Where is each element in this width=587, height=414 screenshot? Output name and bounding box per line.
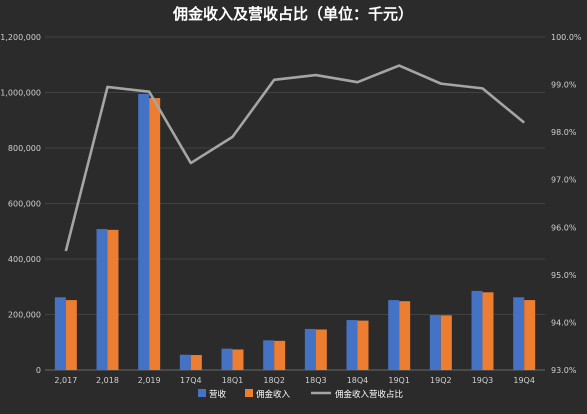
right-tick-label: 96.0% [551,223,577,232]
bar-revenue [430,315,441,370]
line-series [66,66,524,252]
bar-commission [274,341,285,370]
left-tick-label: 1,200,000 [0,33,41,42]
left-tick-label: 600,000 [8,200,41,209]
legend-swatch [198,389,206,397]
legend-label: 佣金收入 [256,389,291,400]
left-tick-label: 200,000 [8,311,41,320]
bar-revenue [347,320,358,370]
bar-commission [399,301,410,370]
bar-series [55,94,535,370]
bar-commission [233,349,244,370]
right-tick-label: 97.0% [551,176,577,185]
x-tick-label: 18Q1 [222,376,244,385]
x-tick-label: 19Q4 [513,376,535,385]
x-tick-label: 2,017 [54,376,77,385]
right-tick-label: 99.0% [551,81,577,90]
x-tick-label: 19Q2 [430,376,452,385]
ratio-line [66,66,524,252]
bar-revenue [472,291,483,370]
left-tick-label: 400,000 [8,255,41,264]
legend-swatch [245,389,253,397]
right-tick-label: 93.0% [551,366,577,375]
bar-revenue [97,229,108,370]
left-tick-label: 800,000 [8,144,41,153]
x-tick-label: 18Q3 [305,376,327,385]
x-tick-label: 19Q1 [388,376,410,385]
x-tick-label: 18Q4 [347,376,369,385]
left-axis: 0 200,000 400,000 600,000 800,000 1,000,000 1,… [0,33,41,375]
bar-revenue [180,355,191,370]
bar-revenue [263,340,274,370]
legend-label: 营收 [209,389,227,400]
bar-commission [483,292,494,370]
bar-revenue [305,329,316,370]
x-tick-label: 19Q3 [472,376,494,385]
bar-revenue [55,297,66,370]
legend: 营收 佣金收入 佣金收入营收占比 [198,389,403,400]
right-tick-label: 100.0% [551,33,582,42]
right-tick-label: 95.0% [551,271,577,280]
x-tick-label: 2,018 [96,376,119,385]
legend-label: 佣金收入营收占比 [335,389,403,400]
bar-commission [316,329,327,370]
bar-revenue [513,297,524,370]
bar-commission [441,315,452,370]
chart-title: 佣金收入及营收占比（单位：千元） [172,5,413,23]
x-axis: 2,017 2,018 2,019 17Q4 18Q1 18Q2 18Q3 18Q4 19Q1 1… [54,376,535,385]
bar-revenue [138,94,149,370]
bar-revenue [222,349,233,370]
right-tick-label: 98.0% [551,128,577,137]
x-tick-label: 18Q2 [263,376,285,385]
bar-commission [358,321,369,370]
bar-commission [524,300,535,370]
bar-commission [191,355,202,370]
bar-commission [149,98,160,370]
x-tick-label: 17Q4 [180,376,202,385]
x-tick-label: 2,019 [138,376,161,385]
right-tick-label: 94.0% [551,318,577,327]
bar-commission [66,300,77,370]
bar-commission [108,230,119,370]
left-tick-label: 1,000,000 [0,89,41,98]
right-axis: 93.0% 94.0% 95.0% 96.0% 97.0% 98.0% 99.0% 100.0… [551,33,582,375]
bar-revenue [388,300,399,370]
left-tick-label: 0 [36,366,41,375]
